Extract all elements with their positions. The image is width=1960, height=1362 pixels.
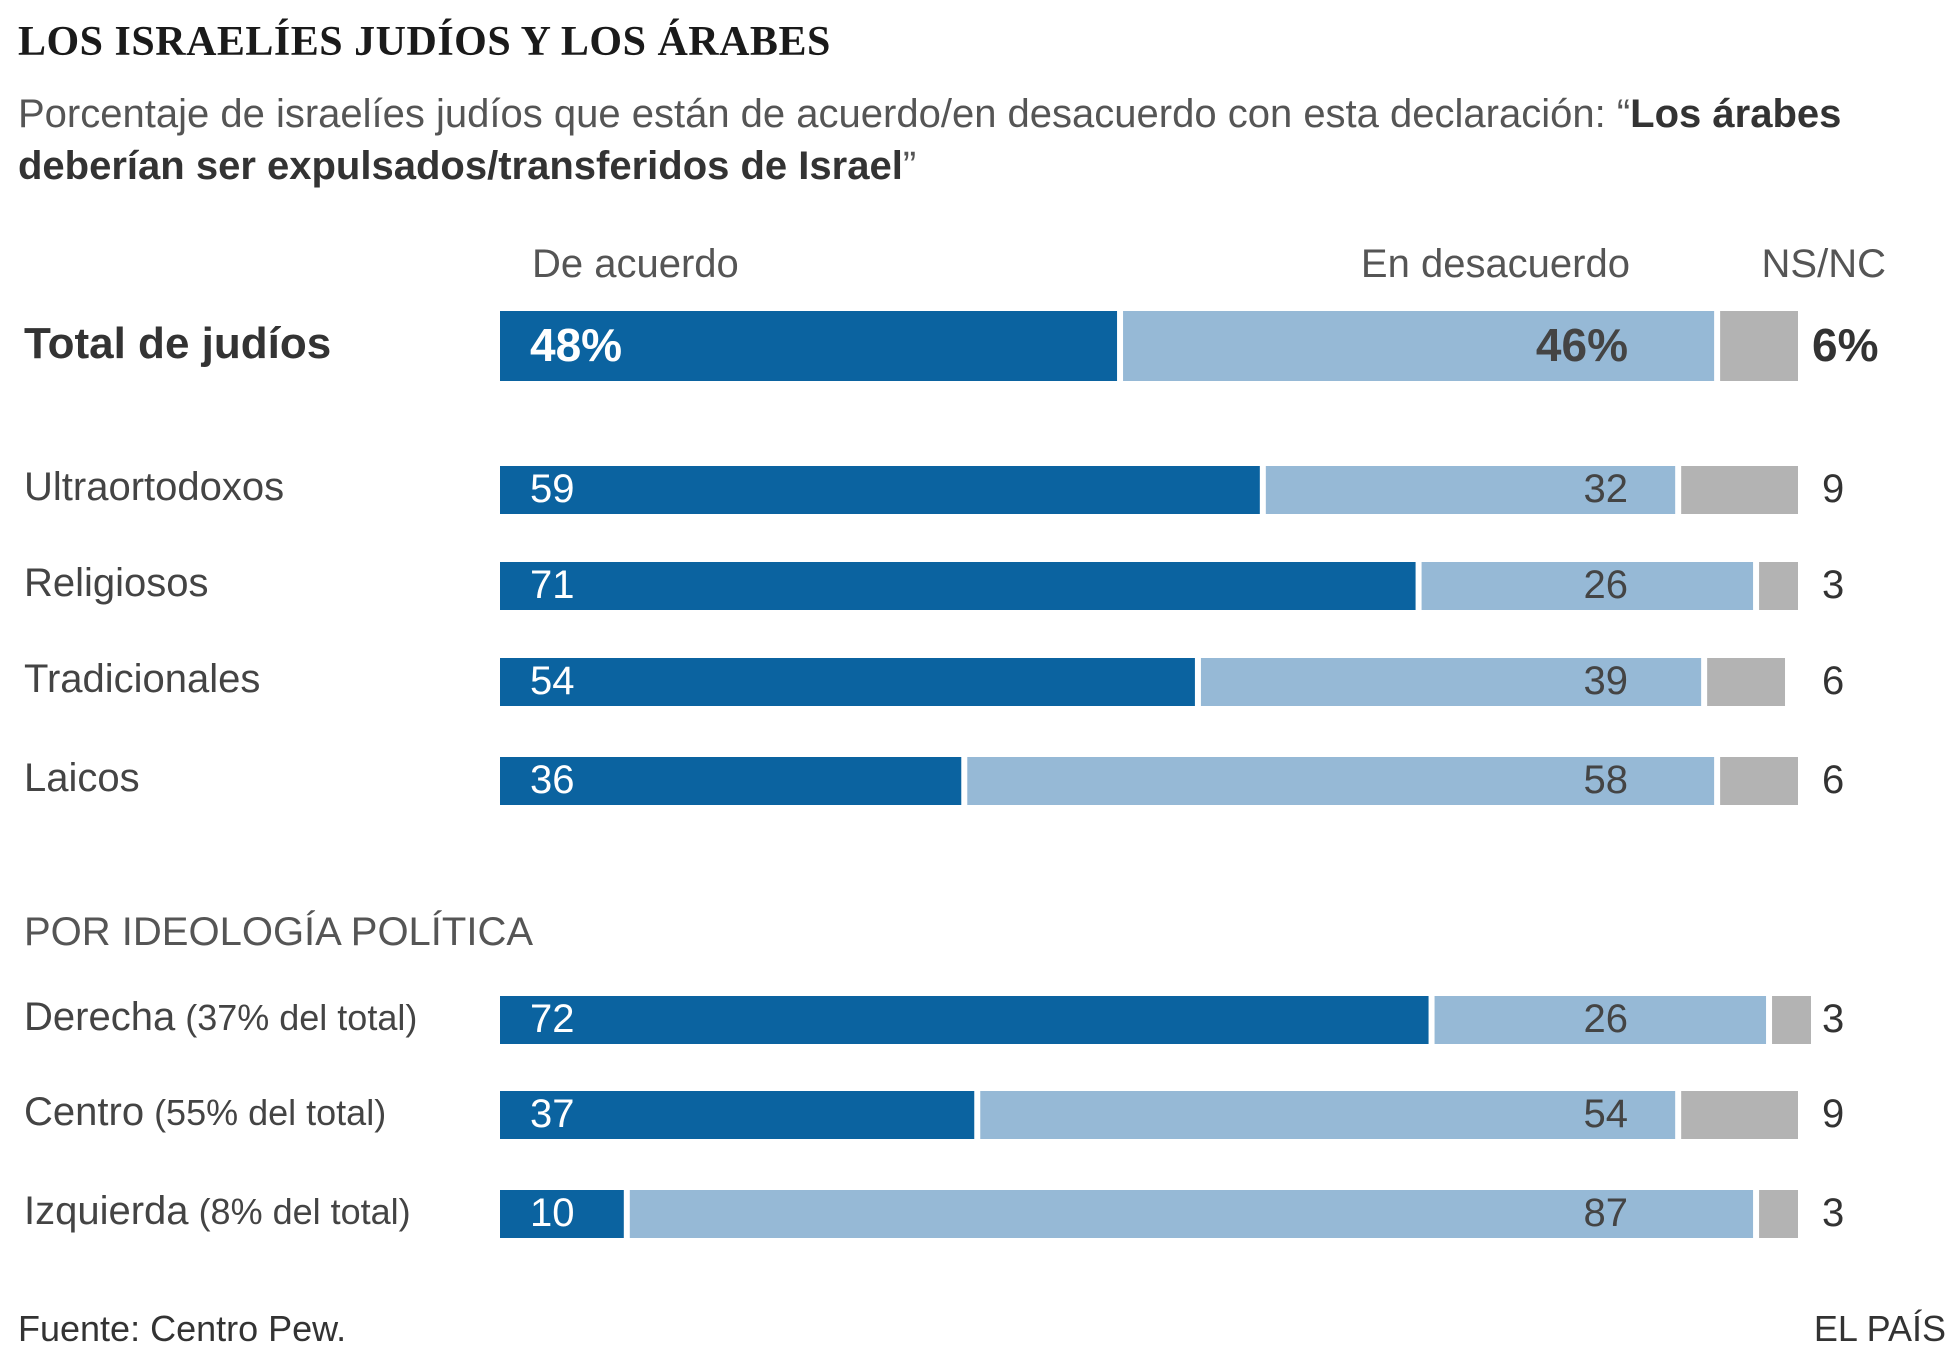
value-label-agree: 37: [530, 1092, 575, 1137]
row-label: Religiosos: [24, 561, 209, 606]
value-label-nsnc: 3: [1822, 563, 1845, 608]
value-label-nsnc: 6: [1822, 758, 1845, 803]
footer-brand: EL PAÍS: [1813, 1308, 1946, 1349]
bar-segment-nsnc: [1759, 1190, 1798, 1238]
bar-segment-disagree: [629, 1190, 1754, 1238]
value-label-agree: 10: [530, 1191, 575, 1236]
row-label-text: Laicos: [24, 756, 140, 800]
value-label-agree: 36: [530, 758, 575, 803]
row-label: Ultraortodoxos: [24, 465, 284, 510]
value-label-disagree: 26: [1583, 997, 1629, 1042]
chart-title: LOS ISRAELÍES JUDÍOS Y LOS ÁRABES: [18, 19, 831, 65]
bar-segment-nsnc: [1720, 311, 1798, 381]
row-label-text: Religiosos: [24, 561, 209, 605]
subtitle-quote: Los árabes deberían ser expulsados/trans…: [18, 92, 1842, 188]
value-label-disagree: 39: [1583, 659, 1629, 704]
value-label-agree: 71: [530, 563, 575, 608]
value-label-nsnc: 6%: [1812, 319, 1879, 372]
value-label-agree: 72: [530, 997, 575, 1042]
row-sublabel: (37% del total): [175, 997, 418, 1038]
bar-segment-nsnc: [1720, 757, 1798, 805]
bar-segment-disagree: [1123, 311, 1715, 381]
row-sublabel: (55% del total): [144, 1092, 387, 1133]
bar-segment-disagree: [967, 757, 1715, 805]
bar-segment-agree: [500, 1190, 624, 1238]
bar-segment-nsnc: [1707, 658, 1786, 706]
subtitle-text: Porcentaje de israelíes judíos que están…: [18, 92, 1631, 136]
bar-segment-disagree: [1421, 562, 1754, 610]
row-label: Tradicionales: [24, 657, 260, 702]
row-label: Derecha (37% del total): [24, 995, 417, 1040]
bar-segment-agree: [500, 466, 1260, 514]
section-title-ideology: POR IDEOLOGÍA POLÍTICA: [24, 910, 534, 954]
bar-segment-agree: [500, 1091, 975, 1139]
value-label-nsnc: 3: [1822, 1191, 1845, 1236]
bar-segment-agree: [500, 562, 1416, 610]
column-header-nsnc: NS/NC: [1761, 242, 1886, 286]
bar-segment-agree: [500, 311, 1118, 381]
value-label-nsnc: 9: [1822, 1092, 1845, 1137]
row-label-text: Derecha: [24, 995, 176, 1039]
row-label: Total de judíos: [24, 319, 331, 369]
bar-segment-disagree: [1265, 466, 1676, 514]
bar-segment-agree: [500, 996, 1429, 1044]
column-header-agree: De acuerdo: [532, 242, 739, 286]
row-label: Centro (55% del total): [24, 1090, 386, 1135]
value-label-disagree: 32: [1583, 467, 1629, 512]
value-label-disagree: 58: [1583, 758, 1629, 803]
row-label: Izquierda (8% del total): [24, 1189, 411, 1234]
column-header-disagree: En desacuerdo: [1360, 242, 1630, 286]
subtitle-close-quote: ”: [902, 144, 917, 188]
row-label-text: Tradicionales: [24, 657, 261, 701]
bar-segment-nsnc: [1759, 562, 1798, 610]
chart-subtitle: Porcentaje de israelíes judíos que están…: [18, 88, 1938, 192]
value-label-nsnc: 3: [1822, 997, 1845, 1042]
footer-source: Fuente: Centro Pew.: [18, 1308, 347, 1349]
bar-segment-agree: [500, 757, 962, 805]
row-label-text: Izquierda: [24, 1189, 189, 1233]
value-label-agree: 48%: [530, 319, 623, 372]
value-label-disagree: 54: [1583, 1092, 1629, 1137]
bar-segment-nsnc: [1681, 1091, 1798, 1139]
bar-segment-disagree: [1434, 996, 1767, 1044]
value-label-nsnc: 9: [1822, 467, 1845, 512]
row-label-text: Total de judíos: [24, 319, 332, 368]
value-label-agree: 54: [530, 659, 575, 704]
bar-segment-disagree: [1200, 658, 1702, 706]
bar-segment-nsnc: [1681, 466, 1798, 514]
bar-segment-agree: [500, 658, 1195, 706]
row-label-text: Ultraortodoxos: [24, 465, 285, 509]
bar-segment-nsnc: [1772, 996, 1811, 1044]
value-label-disagree: 26: [1583, 563, 1629, 608]
value-label-agree: 59: [530, 467, 575, 512]
row-label-text: Centro: [24, 1090, 145, 1134]
row-label: Laicos: [24, 756, 140, 801]
bar-segment-disagree: [980, 1091, 1676, 1139]
row-sublabel: (8% del total): [188, 1191, 411, 1232]
value-label-disagree: 87: [1583, 1191, 1629, 1236]
value-label-disagree: 46%: [1535, 319, 1628, 372]
value-label-nsnc: 6: [1822, 659, 1845, 704]
